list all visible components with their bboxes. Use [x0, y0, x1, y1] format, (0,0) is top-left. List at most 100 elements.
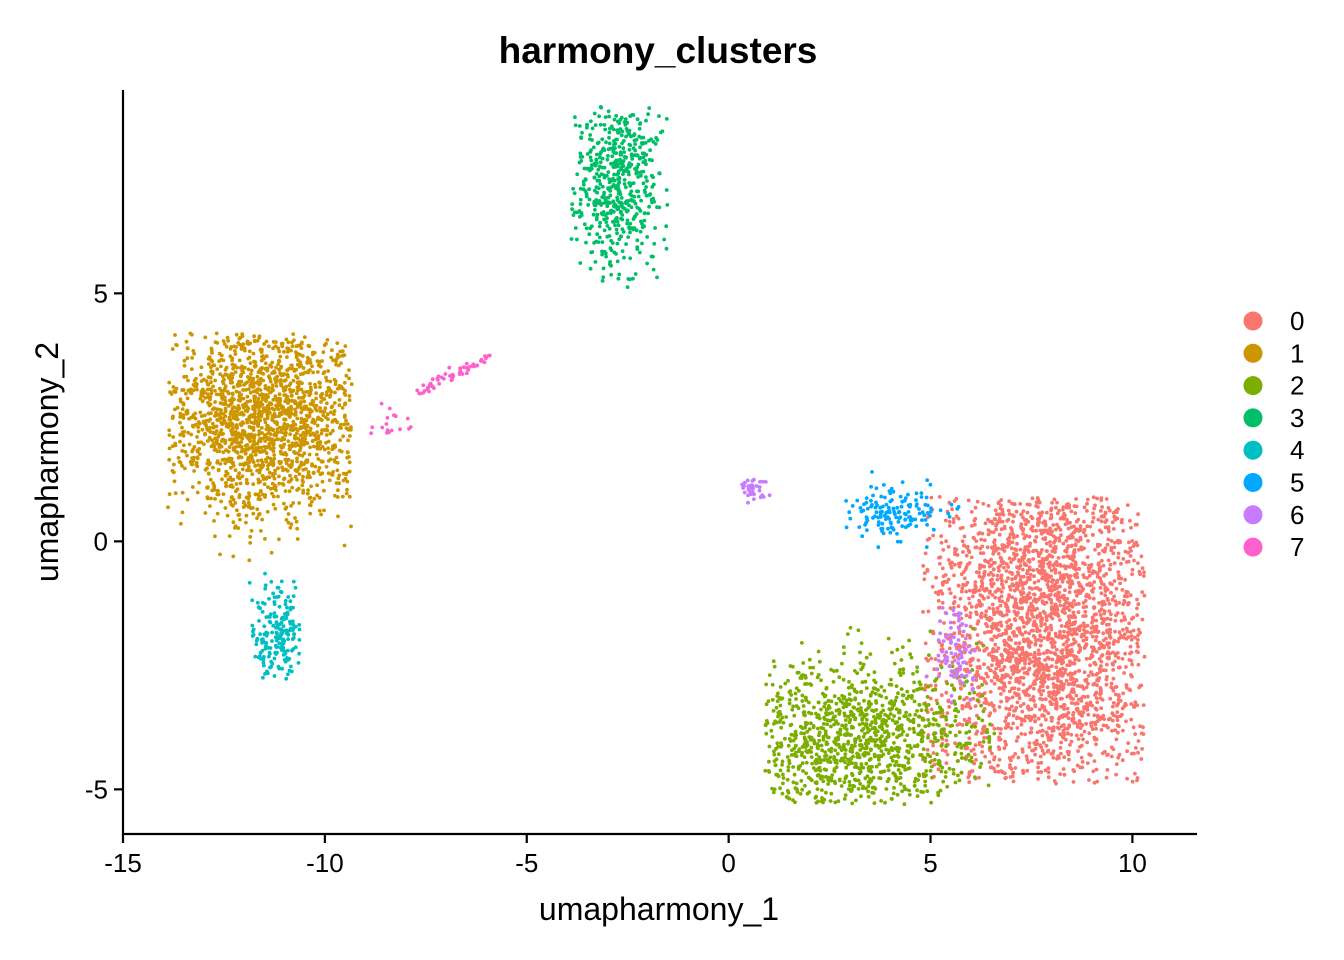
data-point: [1113, 692, 1118, 697]
data-point: [253, 415, 257, 420]
data-point: [310, 364, 314, 369]
data-point: [277, 414, 282, 418]
data-point: [251, 442, 256, 447]
data-point: [288, 381, 293, 386]
data-point: [1097, 640, 1102, 645]
data-point: [1113, 618, 1118, 623]
data-point: [844, 701, 849, 706]
data-point: [271, 418, 275, 423]
data-point: [986, 595, 991, 600]
data-point: [1000, 657, 1005, 662]
data-point: [288, 473, 292, 478]
data-point: [1070, 543, 1074, 548]
data-point: [866, 751, 871, 756]
data-point: [1050, 733, 1054, 738]
data-point: [1013, 641, 1018, 646]
data-point: [1003, 601, 1008, 606]
data-point: [208, 397, 212, 402]
data-point: [1109, 681, 1114, 686]
data-point: [308, 360, 313, 365]
data-point: [289, 348, 293, 353]
data-point: [1101, 631, 1106, 636]
data-point: [926, 684, 930, 689]
data-point: [1004, 612, 1009, 617]
data-point: [295, 459, 299, 464]
data-point: [1117, 636, 1121, 641]
data-point: [1053, 593, 1058, 598]
data-point: [1040, 548, 1044, 552]
data-point: [1042, 651, 1046, 656]
data-point: [1082, 519, 1086, 524]
data-point: [1050, 643, 1055, 647]
data-point: [940, 582, 945, 587]
data-point: [939, 665, 944, 670]
data-point: [859, 762, 864, 767]
data-point: [1073, 654, 1078, 659]
data-point: [204, 418, 209, 423]
data-point: [1077, 668, 1081, 673]
data-point: [1027, 666, 1032, 671]
data-point: [1075, 571, 1079, 576]
data-point: [1046, 677, 1051, 681]
data-point: [288, 432, 292, 437]
data-point: [1082, 646, 1087, 650]
data-point: [1031, 598, 1036, 603]
data-point: [282, 476, 287, 481]
data-point: [1047, 656, 1051, 661]
data-point: [252, 412, 257, 416]
data-point: [293, 412, 297, 417]
data-point: [229, 428, 234, 433]
data-point: [1053, 652, 1058, 657]
data-point: [319, 400, 323, 404]
data-point: [313, 434, 318, 438]
data-point: [987, 713, 992, 718]
data-point: [1044, 541, 1049, 546]
data-point: [939, 735, 944, 740]
data-point: [985, 674, 990, 679]
data-point: [1038, 633, 1042, 638]
data-point: [236, 513, 241, 517]
data-point: [215, 367, 220, 371]
data-point: [335, 341, 340, 345]
data-point: [1023, 732, 1027, 737]
data-point: [1136, 561, 1140, 565]
data-point: [1135, 641, 1140, 646]
data-point: [989, 629, 993, 634]
data-point: [212, 363, 217, 368]
data-point: [298, 352, 302, 357]
data-point: [188, 331, 193, 336]
data-point: [1084, 656, 1089, 661]
data-point: [1023, 562, 1027, 567]
data-point: [924, 656, 929, 661]
data-point: [205, 387, 210, 392]
data-point: [184, 391, 188, 396]
data-point: [883, 721, 887, 726]
data-point: [978, 546, 983, 551]
data-point: [1106, 558, 1111, 563]
data-point: [1048, 562, 1052, 567]
data-point: [206, 382, 211, 387]
data-point: [1127, 687, 1132, 692]
data-point: [268, 390, 273, 395]
data-point: [1109, 539, 1114, 543]
data-point: [858, 781, 862, 786]
data-point: [301, 432, 306, 437]
data-point: [955, 759, 960, 763]
data-point: [974, 539, 979, 543]
data-point: [173, 407, 177, 412]
data-point: [997, 569, 1001, 573]
data-point: [264, 445, 269, 450]
data-point: [1046, 579, 1051, 584]
data-point: [320, 479, 325, 484]
data-point: [1000, 680, 1005, 685]
data-point: [185, 497, 190, 502]
data-point: [247, 437, 251, 441]
data-point: [253, 404, 258, 409]
data-point: [1098, 696, 1103, 700]
data-point: [992, 755, 997, 760]
data-point: [1090, 645, 1094, 649]
data-point: [874, 764, 879, 769]
data-point: [864, 717, 869, 722]
data-point: [1061, 505, 1066, 509]
data-point: [304, 413, 309, 418]
